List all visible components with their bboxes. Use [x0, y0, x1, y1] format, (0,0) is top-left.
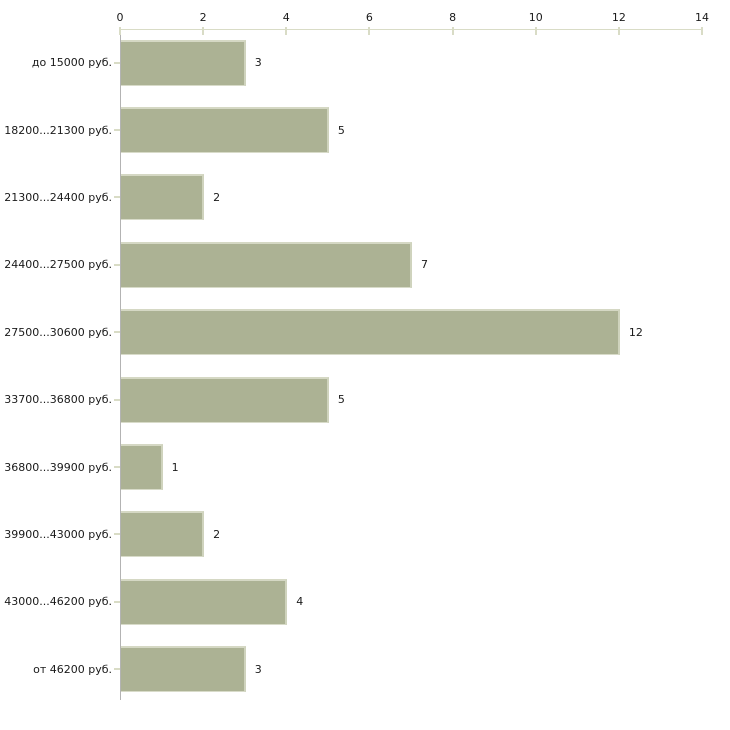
- bar-row: 39900...43000 руб. 2: [0, 501, 730, 568]
- bar: [121, 646, 246, 693]
- category-label: до 15000 руб.: [31, 56, 112, 70]
- bar-row: 21300...24400 руб. 2: [0, 164, 730, 231]
- bar-row: 36800...39900 руб. 1: [0, 433, 730, 500]
- x-tick-label: 6: [365, 11, 373, 24]
- x-tick-mark: [285, 27, 288, 35]
- value-label: 12: [628, 325, 643, 339]
- x-tick-mark: [451, 27, 454, 35]
- category-tick-mark: [114, 600, 120, 603]
- x-tick-mark: [534, 27, 537, 35]
- x-tick-label: 8: [449, 11, 457, 24]
- category-label: 24400...27500 руб.: [4, 258, 112, 272]
- category-tick-mark: [114, 398, 120, 401]
- bar-row: 43000...46200 руб. 4: [0, 568, 730, 635]
- x-tick-label: 10: [528, 11, 543, 24]
- value-label: 7: [421, 258, 428, 272]
- bar: [121, 578, 288, 625]
- category-tick-mark: [114, 129, 120, 132]
- bar-row: 18200...21300 руб. 5: [0, 96, 730, 163]
- x-tick-mark: [617, 27, 620, 35]
- x-tick-label: 12: [611, 11, 626, 24]
- category-tick-mark: [114, 196, 120, 199]
- bar-row: от 46200 руб. 3: [0, 636, 730, 703]
- category-label: 18200...21300 руб.: [4, 123, 112, 137]
- x-tick-mark: [368, 27, 371, 35]
- category-label: 39900...43000 руб.: [4, 527, 112, 541]
- bar-row: до 15000 руб. 3: [0, 29, 730, 96]
- bar: [121, 39, 246, 86]
- category-label: 27500...30600 руб.: [4, 325, 112, 339]
- category-tick-mark: [114, 668, 120, 671]
- bar: [121, 444, 163, 491]
- value-label: 3: [254, 56, 262, 70]
- category-label: от 46200 руб.: [33, 662, 112, 676]
- value-label: 4: [296, 595, 304, 609]
- x-tick-label: 2: [199, 11, 207, 24]
- category-label: 33700...36800 руб.: [4, 393, 112, 407]
- bar-rows: до 15000 руб. 3 18200...21300 руб. 5 213…: [0, 29, 730, 703]
- value-label: 5: [337, 123, 345, 137]
- bar-row: 27500...30600 руб. 12: [0, 299, 730, 366]
- bar: [121, 241, 412, 288]
- bar: [121, 511, 205, 558]
- x-tick-label: 14: [695, 11, 709, 24]
- value-axis-line: [120, 29, 702, 30]
- category-label: 36800...39900 руб.: [4, 460, 112, 474]
- value-label: 2: [213, 527, 221, 541]
- category-tick-mark: [114, 263, 120, 266]
- category-label: 43000...46200 руб.: [4, 595, 112, 609]
- x-tick-label: 4: [282, 11, 290, 24]
- category-tick-mark: [114, 61, 120, 64]
- x-tick-mark: [701, 27, 703, 35]
- bar-row: 33700...36800 руб. 5: [0, 366, 730, 433]
- category-tick-mark: [114, 533, 120, 536]
- bar: [121, 174, 205, 221]
- category-label: 21300...24400 руб.: [4, 190, 112, 204]
- bar: [121, 376, 329, 423]
- x-tick-mark: [202, 27, 205, 35]
- category-axis-line: [120, 29, 121, 700]
- category-tick-mark: [114, 466, 120, 469]
- value-label: 2: [213, 190, 221, 204]
- bar: [121, 309, 620, 356]
- x-tick-label: 0: [116, 11, 124, 24]
- bar-row: 24400...27500 руб. 7: [0, 231, 730, 298]
- x-tick-mark: [119, 27, 121, 35]
- bar: [121, 107, 329, 154]
- category-tick-mark: [114, 331, 120, 334]
- value-label: 3: [254, 662, 262, 676]
- value-label: 1: [171, 460, 179, 474]
- value-label: 5: [337, 393, 345, 407]
